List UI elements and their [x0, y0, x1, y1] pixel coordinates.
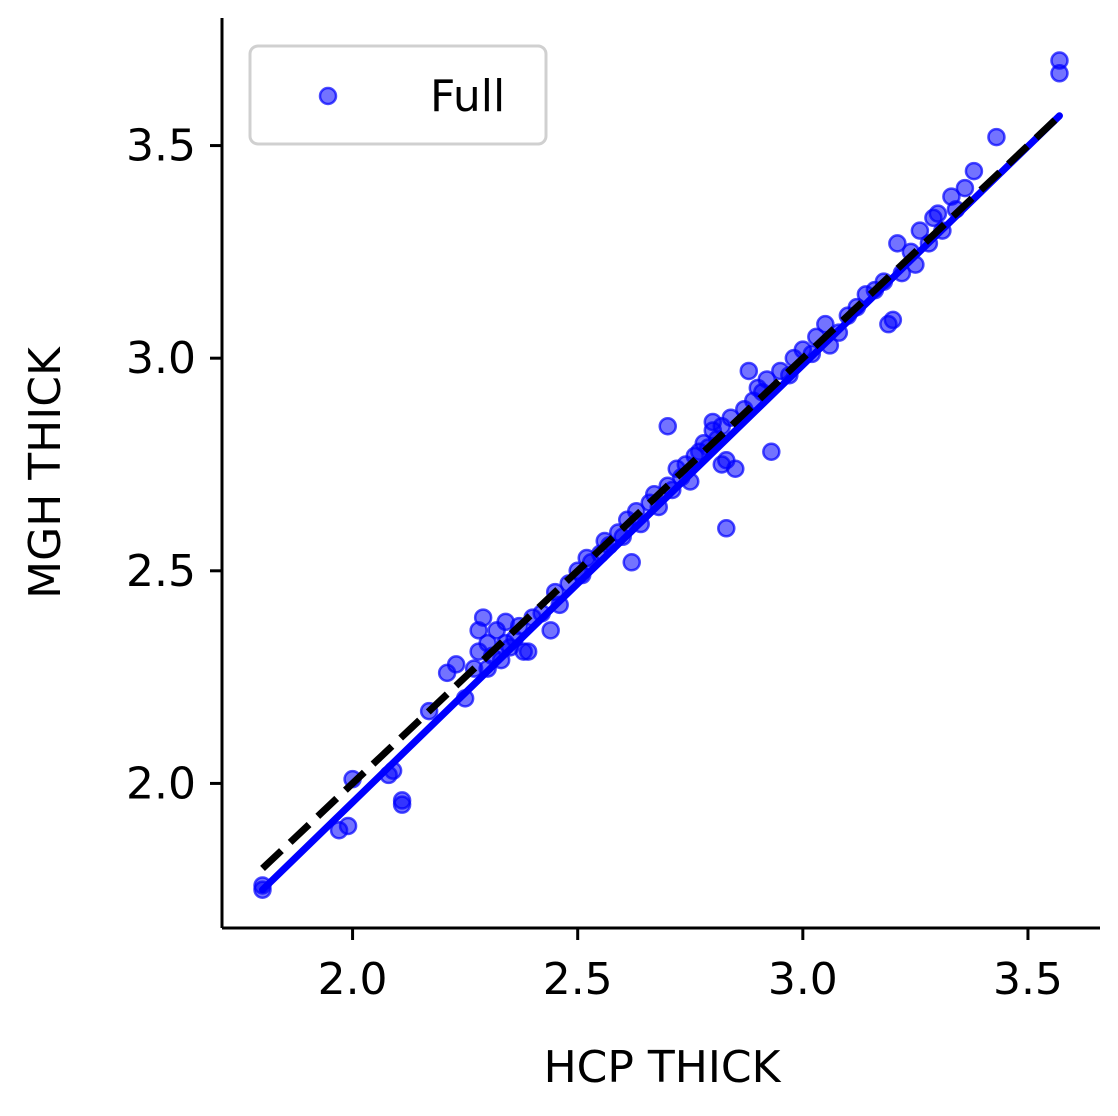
- x-tick-label: 3.0: [768, 954, 838, 1005]
- x-axis-label: HCP THICK: [544, 1042, 782, 1093]
- y-tick-label: 2.0: [126, 758, 196, 809]
- legend: Full: [248, 44, 548, 146]
- identity-line: [260, 113, 1062, 872]
- y-axis-ticks: 2.0 2.5 3.0 3.5: [126, 121, 222, 809]
- data-point: [888, 234, 907, 253]
- data-point: [338, 816, 358, 836]
- data-point: [541, 621, 560, 640]
- data-point: [739, 361, 759, 381]
- data-point: [703, 412, 723, 432]
- data-point: [883, 310, 903, 330]
- legend-label-full: Full: [430, 71, 505, 122]
- x-tick-label: 2.0: [318, 954, 388, 1005]
- data-point: [762, 442, 781, 461]
- y-axis-label: MGH THICK: [20, 346, 71, 599]
- x-axis-ticks: 2.0 2.5 3.0 3.5: [318, 928, 1063, 1005]
- data-point: [955, 178, 975, 198]
- y-tick-label: 3.0: [126, 333, 196, 384]
- data-point: [964, 161, 984, 181]
- x-tick-label: 3.5: [993, 954, 1063, 1005]
- data-point: [658, 416, 678, 436]
- data-point: [987, 127, 1006, 147]
- legend-marker: [318, 86, 338, 106]
- data-point: [446, 655, 466, 674]
- x-tick-label: 2.5: [543, 954, 613, 1005]
- fit-line: [259, 112, 1063, 894]
- data-point: [518, 642, 538, 661]
- regression-lines: [259, 112, 1063, 894]
- data-point: [928, 204, 948, 223]
- legend-box: [248, 44, 548, 146]
- data-points: [253, 51, 1069, 899]
- data-point: [469, 621, 488, 640]
- data-point: [622, 553, 641, 572]
- data-point: [392, 791, 412, 810]
- data-point: [910, 221, 930, 240]
- data-point: [717, 519, 736, 538]
- data-point: [712, 455, 732, 474]
- y-tick-label: 2.5: [126, 546, 196, 597]
- data-point: [1050, 64, 1069, 83]
- y-tick-label: 3.5: [126, 121, 196, 172]
